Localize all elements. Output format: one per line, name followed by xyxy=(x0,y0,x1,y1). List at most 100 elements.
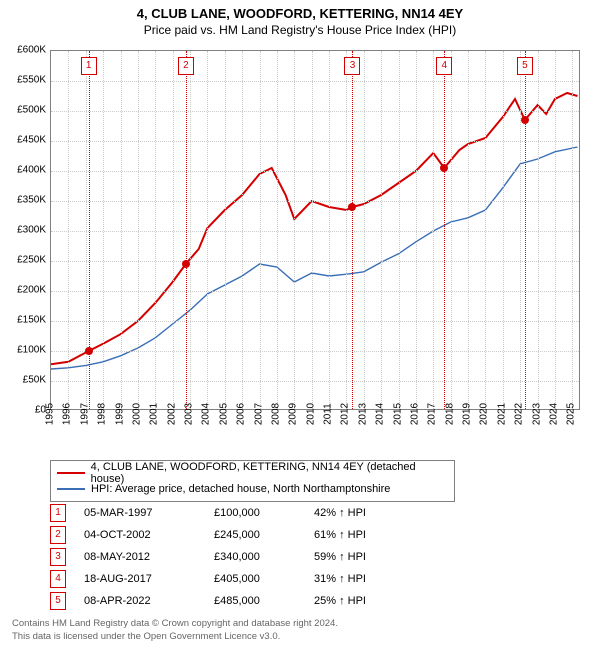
gridline-v xyxy=(86,51,87,409)
x-axis-label: 2013 xyxy=(357,403,368,425)
sale-flag-2: 2 xyxy=(178,57,194,75)
sale-row-flag: 4 xyxy=(50,570,66,588)
x-axis-label: 1998 xyxy=(97,403,108,425)
gridline-v xyxy=(68,51,69,409)
gridline-h xyxy=(51,351,579,352)
x-axis-label: 2021 xyxy=(496,403,507,425)
footer-line1: Contains HM Land Registry data © Crown c… xyxy=(12,618,338,631)
sale-row-pct: 42% ↑ HPI xyxy=(314,507,414,519)
x-axis-label: 2015 xyxy=(392,403,403,425)
x-axis-label: 2014 xyxy=(375,403,386,425)
gridline-v xyxy=(433,51,434,409)
legend-swatch xyxy=(57,488,85,490)
x-axis-label: 2004 xyxy=(201,403,212,425)
y-axis-label: £300K xyxy=(17,225,46,236)
plot-region: 12345 xyxy=(50,50,580,410)
gridline-v xyxy=(503,51,504,409)
sale-row: 204-OCT-2002£245,00061% ↑ HPI xyxy=(50,524,414,546)
chart-title: 4, CLUB LANE, WOODFORD, KETTERING, NN14 … xyxy=(0,0,600,21)
gridline-h xyxy=(51,201,579,202)
sale-row: 508-APR-2022£485,00025% ↑ HPI xyxy=(50,590,414,612)
sale-row-price: £100,000 xyxy=(214,507,314,519)
legend-label: 4, CLUB LANE, WOODFORD, KETTERING, NN14 … xyxy=(91,461,448,485)
sale-marker-5 xyxy=(521,116,529,124)
x-axis-label: 2011 xyxy=(323,403,334,425)
x-axis-label: 2003 xyxy=(184,403,195,425)
x-axis-label: 2016 xyxy=(409,403,420,425)
sale-flag-line xyxy=(444,51,445,409)
sale-row-pct: 61% ↑ HPI xyxy=(314,529,414,541)
sale-row: 308-MAY-2012£340,00059% ↑ HPI xyxy=(50,546,414,568)
x-axis-label: 2001 xyxy=(149,403,160,425)
gridline-h xyxy=(51,261,579,262)
x-axis-label: 2018 xyxy=(444,403,455,425)
sale-row-date: 04-OCT-2002 xyxy=(84,529,214,541)
y-axis-label: £100K xyxy=(17,345,46,356)
sale-row-price: £485,000 xyxy=(214,595,314,607)
x-axis-label: 2019 xyxy=(462,403,473,425)
x-axis-label: 2025 xyxy=(566,403,577,425)
legend-row: HPI: Average price, detached house, Nort… xyxy=(57,481,448,497)
x-axis-label: 2022 xyxy=(514,403,525,425)
x-axis-label: 2000 xyxy=(131,403,142,425)
x-axis-label: 2020 xyxy=(479,403,490,425)
y-axis-label: £250K xyxy=(17,255,46,266)
sale-flag-line xyxy=(89,51,90,409)
gridline-v xyxy=(190,51,191,409)
gridline-h xyxy=(51,111,579,112)
gridline-h xyxy=(51,291,579,292)
hpi-line xyxy=(51,147,578,369)
sale-row-pct: 25% ↑ HPI xyxy=(314,595,414,607)
gridline-v xyxy=(468,51,469,409)
sale-row-date: 08-APR-2022 xyxy=(84,595,214,607)
sale-row-flag: 3 xyxy=(50,548,66,566)
gridline-v xyxy=(312,51,313,409)
sale-flag-line xyxy=(525,51,526,409)
gridline-v xyxy=(121,51,122,409)
footer-text: Contains HM Land Registry data © Crown c… xyxy=(12,618,338,644)
x-axis-label: 2010 xyxy=(305,403,316,425)
sale-row-pct: 31% ↑ HPI xyxy=(314,573,414,585)
sale-flag-line xyxy=(186,51,187,409)
gridline-v xyxy=(329,51,330,409)
y-axis-label: £350K xyxy=(17,195,46,206)
sale-marker-1 xyxy=(85,347,93,355)
x-axis-label: 2002 xyxy=(166,403,177,425)
gridline-h xyxy=(51,381,579,382)
sale-row-flag: 2 xyxy=(50,526,66,544)
y-axis-label: £500K xyxy=(17,105,46,116)
sale-row-price: £405,000 xyxy=(214,573,314,585)
sale-row-price: £340,000 xyxy=(214,551,314,563)
x-axis-label: 1996 xyxy=(62,403,73,425)
gridline-h xyxy=(51,321,579,322)
gridline-h xyxy=(51,141,579,142)
x-axis-label: 2007 xyxy=(253,403,264,425)
gridline-v xyxy=(364,51,365,409)
y-axis-label: £550K xyxy=(17,75,46,86)
gridline-v xyxy=(242,51,243,409)
sale-flag-3: 3 xyxy=(344,57,360,75)
x-axis-label: 2023 xyxy=(531,403,542,425)
gridline-h xyxy=(51,171,579,172)
chart-area: 12345 £0£50K£100K£150K£200K£250K£300K£35… xyxy=(50,50,580,410)
x-axis-label: 1999 xyxy=(114,403,125,425)
legend-row: 4, CLUB LANE, WOODFORD, KETTERING, NN14 … xyxy=(57,465,448,481)
y-axis-label: £400K xyxy=(17,165,46,176)
gridline-v xyxy=(520,51,521,409)
legend-swatch xyxy=(57,472,85,474)
gridline-h xyxy=(51,231,579,232)
gridline-h xyxy=(51,81,579,82)
x-axis-label: 2024 xyxy=(548,403,559,425)
sale-flag-1: 1 xyxy=(81,57,97,75)
x-axis-label: 2006 xyxy=(236,403,247,425)
gridline-v xyxy=(346,51,347,409)
sales-table: 105-MAR-1997£100,00042% ↑ HPI204-OCT-200… xyxy=(50,502,414,612)
gridline-v xyxy=(260,51,261,409)
y-axis-label: £150K xyxy=(17,315,46,326)
x-axis-label: 2012 xyxy=(340,403,351,425)
sale-row: 418-AUG-2017£405,00031% ↑ HPI xyxy=(50,568,414,590)
sale-row-flag: 1 xyxy=(50,504,66,522)
gridline-v xyxy=(555,51,556,409)
legend-label: HPI: Average price, detached house, Nort… xyxy=(91,483,390,495)
x-axis-label: 2017 xyxy=(427,403,438,425)
